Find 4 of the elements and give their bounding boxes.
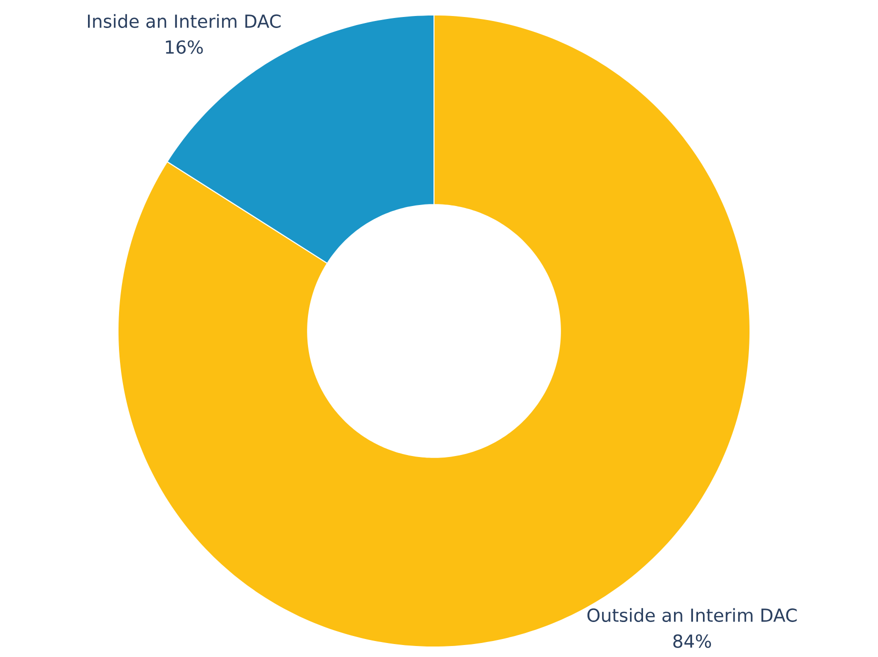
- slice-label: Outside an Interim DAC: [587, 608, 797, 622]
- slice-label: Inside an Interim DAC: [88, 14, 281, 28]
- data-label: 16%: [166, 40, 203, 54]
- data-label: 84%: [673, 634, 711, 648]
